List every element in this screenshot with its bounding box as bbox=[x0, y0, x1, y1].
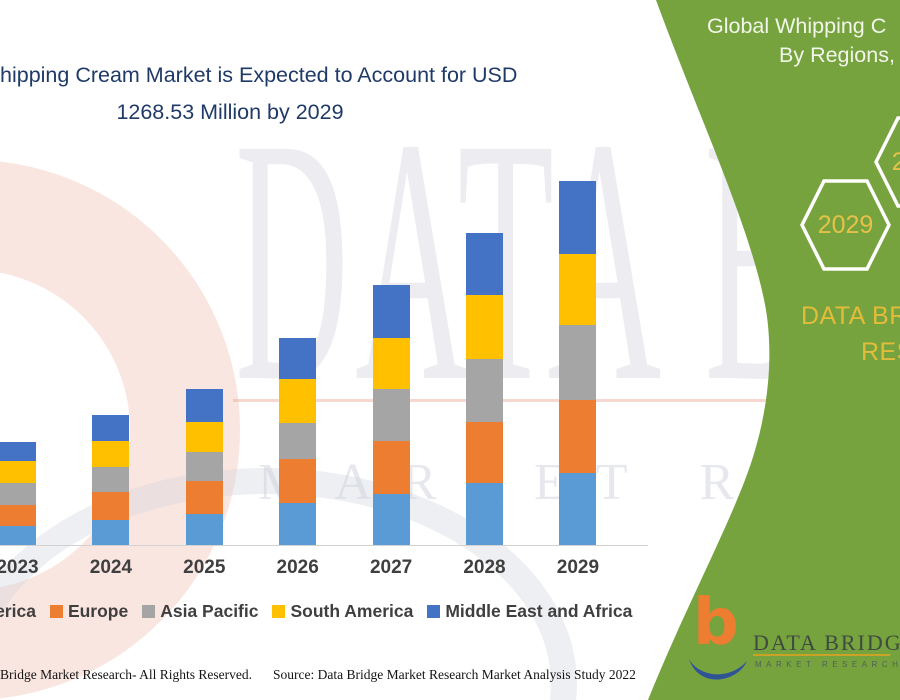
stacked-bar-2024 bbox=[92, 414, 130, 545]
legend-item-south-america: South America bbox=[272, 601, 413, 622]
bar-segment-middle-east-and-africa bbox=[559, 181, 597, 255]
legend-label: Middle East and Africa bbox=[445, 601, 633, 621]
bar-segment-europe bbox=[279, 459, 317, 504]
hexagon-partial-year-label: 2022 bbox=[891, 148, 900, 176]
stacked-bar-chart bbox=[0, 181, 597, 545]
bar-segment-north-america bbox=[466, 483, 503, 545]
bar-segment-south-america bbox=[185, 421, 223, 453]
bar-segment-europe bbox=[372, 440, 410, 494]
legend-label: Europe bbox=[67, 601, 129, 621]
logo-b-mark: b bbox=[693, 586, 739, 660]
green-panel-shape bbox=[648, 0, 900, 700]
x-axis-label-2025: 2025 bbox=[183, 557, 226, 578]
footer-source: Source: Data Bridge Market Research Mark… bbox=[273, 667, 636, 682]
legend-label: South America bbox=[290, 601, 414, 621]
legend-item-asia-pacific: Asia Pacific bbox=[142, 601, 258, 622]
legend-swatch-icon bbox=[427, 605, 441, 618]
x-axis-label-2024: 2024 bbox=[89, 557, 133, 578]
bar-segment-middle-east-and-africa bbox=[92, 414, 130, 441]
panel-brand-line2: RES bbox=[861, 338, 900, 366]
bar-segment-south-america bbox=[559, 254, 597, 326]
legend-label: North America bbox=[0, 601, 36, 621]
bar-segment-europe bbox=[185, 481, 223, 515]
bar-segment-asia-pacific bbox=[92, 466, 130, 492]
x-axis-label-2023: 2023 bbox=[0, 557, 39, 578]
bar-segment-europe bbox=[92, 491, 130, 521]
chart-title-line2: 1268.53 Million by 2029 bbox=[116, 100, 344, 124]
legend-item-middle-east-and-africa: Middle East and Africa bbox=[427, 601, 632, 622]
legend-swatch-icon bbox=[49, 605, 63, 618]
footer-copyright: Bridge Market Research- All Rights Reser… bbox=[0, 667, 252, 682]
bar-segment-south-america bbox=[0, 460, 36, 484]
chart-legend: North America Europe Asia Pacific South Ame… bbox=[0, 601, 632, 622]
bar-segment-north-america bbox=[372, 493, 410, 545]
bar-segment-south-america bbox=[279, 379, 317, 424]
bar-segment-middle-east-and-africa bbox=[0, 442, 36, 461]
bar-segment-north-america bbox=[185, 514, 223, 545]
stacked-bar-2027 bbox=[372, 284, 410, 545]
stacked-bar-2023 bbox=[0, 442, 36, 545]
stacked-bar-2028 bbox=[466, 232, 503, 545]
bar-segment-north-america bbox=[0, 526, 36, 545]
bar-segment-asia-pacific bbox=[185, 452, 223, 482]
panel-title-line2: By Regions, bbox=[779, 43, 895, 67]
bar-segment-north-america bbox=[92, 520, 130, 545]
bar-segment-middle-east-and-africa bbox=[466, 232, 503, 295]
bar-segment-north-america bbox=[559, 472, 597, 545]
bar-segment-asia-pacific bbox=[466, 358, 503, 422]
bar-segment-asia-pacific bbox=[279, 423, 317, 460]
chart-title-line1: hipping Cream Market is Expected to Acco… bbox=[0, 63, 518, 87]
bar-segment-europe bbox=[0, 505, 36, 527]
hexagon-year-label: 2029 bbox=[817, 211, 874, 239]
bar-segment-north-america bbox=[279, 503, 317, 545]
legend-item-north-america: North America bbox=[0, 601, 36, 622]
panel-brand-line1: DATA BRI bbox=[801, 302, 900, 330]
data-bridge-logo: b DATA BRIDGE MARKET RESEARCH bbox=[685, 591, 900, 695]
x-axis-label-2027: 2027 bbox=[369, 557, 413, 578]
logo-underline bbox=[753, 654, 890, 656]
x-axis-label-2028: 2028 bbox=[463, 557, 506, 578]
hexagon-partial bbox=[874, 116, 900, 208]
panel-title-line1: Global Whipping C bbox=[707, 14, 887, 38]
bar-segment-europe bbox=[559, 400, 597, 473]
logo-name-text: DATA BRIDGE bbox=[753, 630, 900, 655]
stacked-bar-2026 bbox=[279, 337, 317, 545]
stacked-bar-2029 bbox=[559, 181, 597, 545]
x-axis-line bbox=[0, 545, 648, 546]
bar-segment-asia-pacific bbox=[0, 483, 36, 506]
bar-segment-middle-east-and-africa bbox=[372, 284, 410, 338]
legend-label: Asia Pacific bbox=[160, 601, 259, 621]
legend-swatch-icon bbox=[272, 605, 286, 618]
x-axis-label-2029: 2029 bbox=[556, 557, 600, 578]
logo-swoosh-icon bbox=[689, 659, 747, 680]
legend-swatch-icon bbox=[142, 605, 156, 618]
legend-item-europe: Europe bbox=[49, 601, 129, 622]
bar-segment-south-america bbox=[372, 337, 410, 389]
hexagon-2029 bbox=[800, 179, 891, 271]
bar-segment-asia-pacific bbox=[559, 325, 597, 401]
bar-segment-middle-east-and-africa bbox=[185, 388, 223, 422]
bar-segment-south-america bbox=[92, 440, 130, 467]
bar-segment-europe bbox=[466, 421, 503, 484]
bar-segment-middle-east-and-africa bbox=[279, 337, 317, 380]
bar-segment-south-america bbox=[466, 294, 503, 359]
stacked-bar-2025 bbox=[185, 388, 223, 545]
x-axis-label-2026: 2026 bbox=[276, 557, 319, 578]
logo-subtitle-text: MARKET RESEARCH bbox=[755, 660, 900, 669]
bar-segment-asia-pacific bbox=[372, 388, 410, 441]
